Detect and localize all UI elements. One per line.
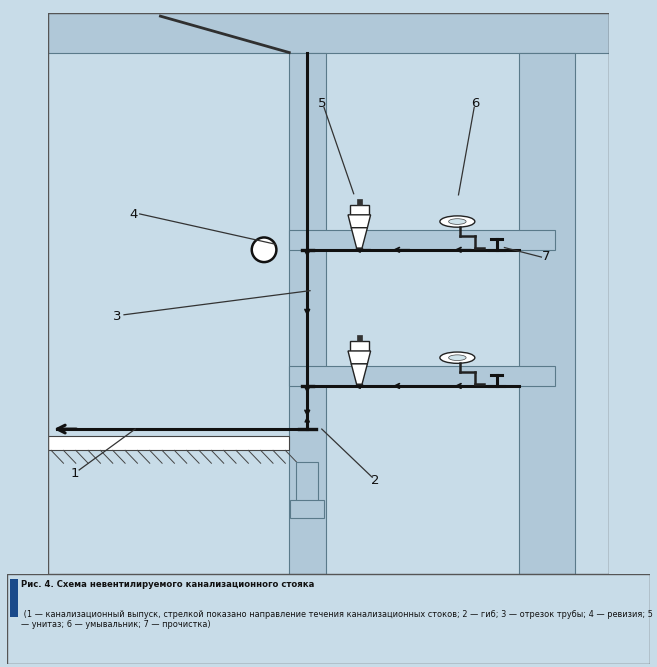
Text: 3: 3	[113, 310, 122, 323]
Polygon shape	[348, 215, 371, 227]
Text: (1 — канализационный выпуск, стрелкой показано направление течения канализационн: (1 — канализационный выпуск, стрелкой по…	[22, 610, 653, 629]
Text: 7: 7	[541, 250, 550, 263]
Text: Рис. 4. Схема невентилируемого канализационного стояка: Рис. 4. Схема невентилируемого канализац…	[22, 580, 315, 589]
Bar	[357, 199, 361, 205]
Text: 6: 6	[471, 97, 480, 111]
Bar	[296, 462, 319, 501]
Bar	[49, 13, 608, 53]
Ellipse shape	[449, 219, 466, 224]
Bar	[350, 205, 369, 215]
Text: 2: 2	[371, 474, 379, 487]
Text: 4: 4	[129, 208, 138, 221]
Circle shape	[252, 237, 277, 262]
Bar	[290, 500, 324, 518]
Bar	[350, 341, 369, 351]
Text: 5: 5	[319, 97, 327, 111]
Bar	[289, 366, 555, 386]
Ellipse shape	[449, 355, 466, 360]
Ellipse shape	[440, 352, 475, 364]
Bar	[289, 230, 555, 249]
Bar	[10, 579, 18, 617]
Text: 1: 1	[71, 468, 79, 480]
Bar	[289, 53, 326, 574]
Ellipse shape	[440, 216, 475, 227]
Bar	[519, 53, 575, 574]
Polygon shape	[351, 227, 367, 248]
Polygon shape	[348, 351, 371, 364]
Polygon shape	[351, 364, 367, 384]
Bar	[49, 436, 289, 450]
Bar	[357, 335, 361, 341]
